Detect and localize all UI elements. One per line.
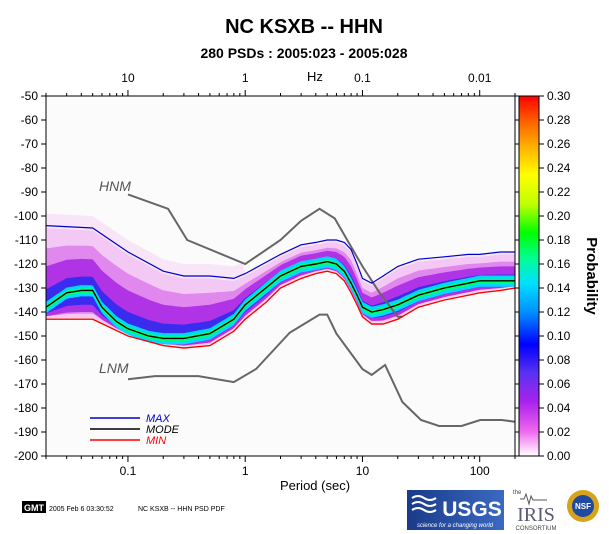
y-tick-label: -90 <box>21 185 39 199</box>
gmt-badge-text: GMT <box>24 503 44 513</box>
y-tick-label: -140 <box>14 305 38 319</box>
legend-label-max: MAX <box>146 413 171 425</box>
colorbar-tick-label: 0.20 <box>547 209 571 223</box>
colorbar <box>518 95 540 457</box>
colorbar-tick-label: 0.26 <box>547 137 571 151</box>
y-tick-label: -130 <box>14 281 38 295</box>
x-top-tick-label: 1 <box>242 71 249 85</box>
colorbar-tick-label: 0.16 <box>547 257 571 271</box>
colorbar-tick-label: 0.28 <box>547 113 571 127</box>
chart-title: NC KSXB -- HHN <box>225 16 383 38</box>
y-tick-label: -150 <box>14 329 38 343</box>
colorbar-tick-label: 0.12 <box>547 305 571 319</box>
min-line <box>46 270 515 349</box>
y-tick-label: -160 <box>14 353 38 367</box>
mode-line <box>46 260 515 340</box>
statistics-lines <box>46 193 515 427</box>
iris-logo: the IRIS CONSORTIUM <box>513 490 556 532</box>
lnm-line <box>127 313 515 427</box>
x-tick-label: 100 <box>470 464 490 478</box>
colorbar-tick-label: 0.10 <box>547 329 571 343</box>
y-tick-label: -60 <box>21 113 39 127</box>
y-tick-label: -200 <box>14 449 38 463</box>
lnm-label: LNM <box>99 360 129 376</box>
colorbar-tick-label: 0.06 <box>547 377 571 391</box>
x-top-tick-label: 0.01 <box>468 71 492 85</box>
colorbar-tick-label: 0.02 <box>547 425 571 439</box>
timestamp: 2005 Feb 6 03:30:52 <box>49 506 114 513</box>
x-top-axis-label: Hz <box>307 69 323 84</box>
usgs-tagline: science for a changing world <box>417 523 494 529</box>
legend-label-mode: MODE <box>146 424 180 436</box>
colorbar-tick-label: 0.04 <box>547 401 571 415</box>
colorbar-tick-label: 0.08 <box>547 353 571 367</box>
pdf-band-faint <box>46 213 515 286</box>
colorbar-label: Probability <box>583 237 600 315</box>
y-tick-label: -110 <box>15 233 38 247</box>
plot-caption: NC KSXB -- HHN PSD PDF <box>138 506 225 513</box>
x-tick-label: 1 <box>242 464 249 478</box>
hnm-line <box>127 193 403 318</box>
x-axis-label: Period (sec) <box>280 478 350 493</box>
chart-subtitle: 280 PSDs : 2005:023 - 2005:028 <box>200 45 407 61</box>
colorbar-tick-label: 0.30 <box>547 89 571 103</box>
gmt-badge <box>22 501 46 513</box>
colorbar-tick-label: 0.24 <box>547 161 571 175</box>
y-tick-label: -80 <box>21 161 39 175</box>
legend-label-min: MIN <box>146 435 166 447</box>
iris-the: the <box>513 490 522 496</box>
y-tick-label: -50 <box>21 89 39 103</box>
x-top-tick-label: 10 <box>121 71 135 85</box>
colorbar-tick-label: 0.00 <box>547 449 571 463</box>
hnm-label: HNM <box>99 178 131 194</box>
y-tick-label: -120 <box>14 257 38 271</box>
x-top-tick-label: 0.1 <box>354 71 371 85</box>
y-tick-label: -70 <box>21 137 39 151</box>
y-tick-label: -100 <box>14 209 38 223</box>
y-tick-label: -170 <box>14 377 38 391</box>
x-tick-label: 0.1 <box>120 464 137 478</box>
colorbar-tick-label: 0.22 <box>547 185 571 199</box>
colorbar-tick-label: 0.18 <box>547 233 571 247</box>
colorbar-tick-label: 0.14 <box>547 281 571 295</box>
x-tick-label: 10 <box>356 464 370 478</box>
usgs-logo: USGS science for a changing world <box>407 490 504 530</box>
y-tick-label: -180 <box>14 401 38 415</box>
max-line <box>46 225 515 284</box>
nsf-logo: NSF <box>567 490 599 522</box>
usgs-logo-text: USGS <box>442 498 502 521</box>
iris-consortium: CONSORTIUM <box>516 526 557 532</box>
iris-logo-text: IRIS <box>517 504 555 526</box>
y-tick-label: -190 <box>14 425 38 439</box>
axes: -50 -60 -70 -80 -90 -100 -110 -120 -130 -140 -150 -… <box>14 71 519 478</box>
nsf-logo-text: NSF <box>575 502 591 511</box>
colorbar-ticks: 0.30 0.28 0.26 0.24 0.22 0.20 0.18 0.16 0.14 0.12… <box>539 89 571 463</box>
pdf-band-mid <box>46 250 515 346</box>
